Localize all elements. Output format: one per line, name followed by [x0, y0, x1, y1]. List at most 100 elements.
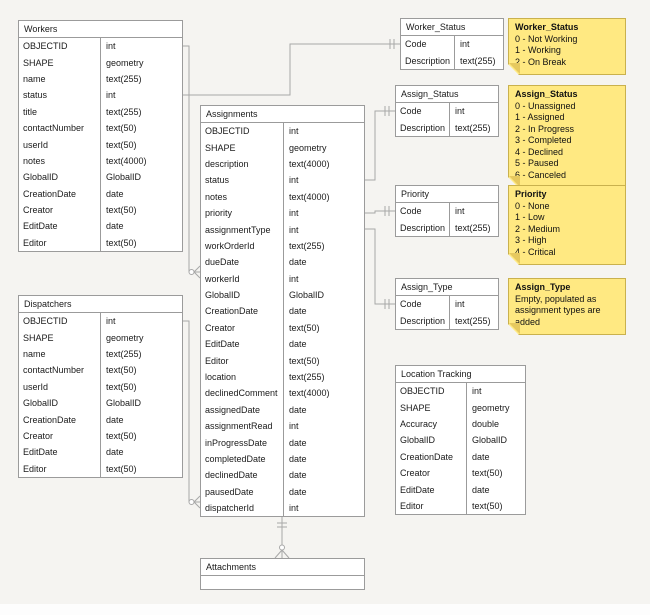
field-name: notes	[201, 188, 284, 205]
field-row: Editor text(50)	[19, 460, 182, 477]
field-name: GlobalID	[19, 169, 101, 186]
table-fields: Code int Description text(255)	[396, 296, 498, 329]
field-row: Creator text(50)	[19, 427, 182, 445]
field-type: int	[455, 106, 465, 117]
field-row: userId text(50)	[19, 378, 182, 395]
table-fields: Code int Description text(255)	[396, 203, 498, 236]
field-type: text(255)	[106, 348, 142, 359]
field-name: userId	[19, 136, 101, 153]
note-assign-status[interactable]: Assign_Status 0 - Unassigned 1 - Assigned 2…	[508, 85, 626, 188]
field-type: text(50)	[106, 237, 137, 248]
note-assign-type[interactable]: Assign_Type Empty, populated as assignment…	[508, 278, 626, 335]
table-assign-type[interactable]: Assign_Type Code int Description text(255)	[395, 278, 499, 330]
field-name: Code	[396, 103, 450, 120]
field-name: declinedComment	[201, 385, 284, 402]
field-name: inProgressDate	[201, 434, 284, 451]
table-fields: OBJECTID int SHAPE geometry description text(…	[201, 123, 364, 517]
field-row: workOrderId text(255)	[201, 237, 364, 255]
field-name: declinedDate	[201, 467, 284, 484]
table-location-tracking[interactable]: Location Tracking OBJECTID int SHAPE geomet…	[395, 365, 526, 516]
table-title: Workers	[19, 21, 182, 38]
table-priority[interactable]: Priority Code int Description text(255)	[395, 185, 499, 237]
field-name: OBJECTID	[396, 383, 467, 400]
field-row: OBJECTID int	[19, 313, 182, 330]
table-title: Assignments	[201, 106, 364, 123]
field-type: text(4000)	[289, 388, 330, 399]
field-type: text(50)	[106, 205, 137, 216]
field-type: text(50)	[106, 365, 137, 376]
note-worker-status[interactable]: Worker_Status 0 - Not Working 1 - Working 2…	[508, 18, 626, 75]
field-row: EditDate date	[201, 336, 364, 353]
field-type: text(255)	[289, 240, 325, 251]
field-name: EditDate	[396, 481, 467, 498]
connector-workers-assignments[interactable]	[183, 45, 201, 279]
field-name: Creator	[19, 427, 101, 445]
field-type: text(50)	[106, 139, 137, 150]
note-line: Empty, populated as	[515, 293, 597, 304]
table-title: Dispatchers	[19, 296, 182, 313]
field-name: assignedDate	[201, 401, 284, 419]
field-row: Editor text(50)	[19, 234, 182, 252]
table-assignments[interactable]: Assignments OBJECTID int SHAPE geometry desc…	[200, 105, 365, 518]
field-name: assignmentType	[201, 221, 284, 238]
table-fields: OBJECTID int SHAPE geometry name text(255) con…	[19, 313, 182, 477]
field-row: dueDate date	[201, 254, 364, 271]
field-type: geometry	[106, 57, 144, 68]
field-row: Creator text(50)	[19, 201, 182, 219]
field-row: OBJECTID int	[19, 38, 182, 55]
field-name: description	[201, 155, 284, 173]
note-line: 0 - Unassigned	[515, 100, 576, 111]
connector-assignments-assign-status[interactable]	[365, 106, 395, 181]
field-type: geometry	[472, 402, 510, 413]
table-workers[interactable]: Workers OBJECTID int SHAPE geometry name text…	[18, 20, 183, 253]
table-attachments[interactable]: Attachments	[200, 558, 365, 590]
field-type: geometry	[289, 142, 327, 153]
field-row: OBJECTID int	[396, 383, 525, 400]
table-title: Assign_Status	[396, 86, 498, 103]
note-priority[interactable]: Priority 0 - None 1 - Low 2 - Medium 3 - Hig…	[508, 185, 626, 265]
field-name: status	[201, 172, 284, 189]
connector-assignments-priority[interactable]	[365, 206, 395, 216]
field-row: SHAPE geometry	[396, 399, 525, 416]
field-name: CreationDate	[396, 448, 467, 465]
field-type: int	[106, 41, 116, 52]
field-row: title text(255)	[19, 103, 182, 120]
table-worker-status[interactable]: Worker_Status Code int Description text(255…	[400, 18, 504, 70]
field-type: int	[455, 299, 465, 310]
field-row: SHAPE geometry	[19, 54, 182, 71]
field-type: int	[289, 224, 299, 235]
field-name: SHAPE	[19, 329, 101, 346]
field-name: dispatcherId	[201, 499, 284, 517]
note-line: 2 - Medium	[515, 223, 561, 234]
field-row: CreationDate date	[19, 411, 182, 428]
field-type: int	[455, 206, 465, 217]
note-line: 4 - Declined	[515, 146, 564, 157]
field-type: text(50)	[106, 123, 137, 134]
table-title: Worker_Status	[401, 19, 503, 36]
connector-assignments-attachments[interactable]	[274, 517, 290, 559]
field-type: text(255)	[455, 122, 491, 133]
connector-workers-worker-status[interactable]	[183, 39, 400, 96]
field-type: date	[289, 306, 307, 317]
note-line: 6 - Canceled	[515, 169, 567, 180]
field-row: GlobalID GlobalID	[19, 169, 182, 186]
connector-dispatchers-assignments[interactable]	[183, 320, 201, 509]
field-type: date	[106, 414, 124, 425]
table-title: Attachments	[201, 559, 364, 576]
field-name: Code	[396, 296, 450, 313]
connector-assignments-assign-type[interactable]	[365, 228, 395, 309]
field-type: text(255)	[289, 372, 325, 383]
field-row: assignmentRead int	[201, 418, 364, 435]
field-name: contactNumber	[19, 119, 101, 137]
field-type: text(50)	[472, 468, 503, 479]
field-name: Code	[396, 203, 450, 220]
field-row: declinedDate date	[201, 467, 364, 484]
table-dispatchers[interactable]: Dispatchers OBJECTID int SHAPE geometry name…	[18, 295, 183, 478]
field-name: Accuracy	[396, 415, 467, 433]
field-row: priority int	[201, 204, 364, 222]
note-line: 1 - Working	[515, 45, 561, 55]
table-fields: Code int Description text(255)	[401, 36, 503, 69]
field-type: int	[289, 208, 299, 219]
field-type: int	[106, 316, 116, 327]
table-assign-status[interactable]: Assign_Status Code int Description text(255…	[395, 85, 499, 137]
